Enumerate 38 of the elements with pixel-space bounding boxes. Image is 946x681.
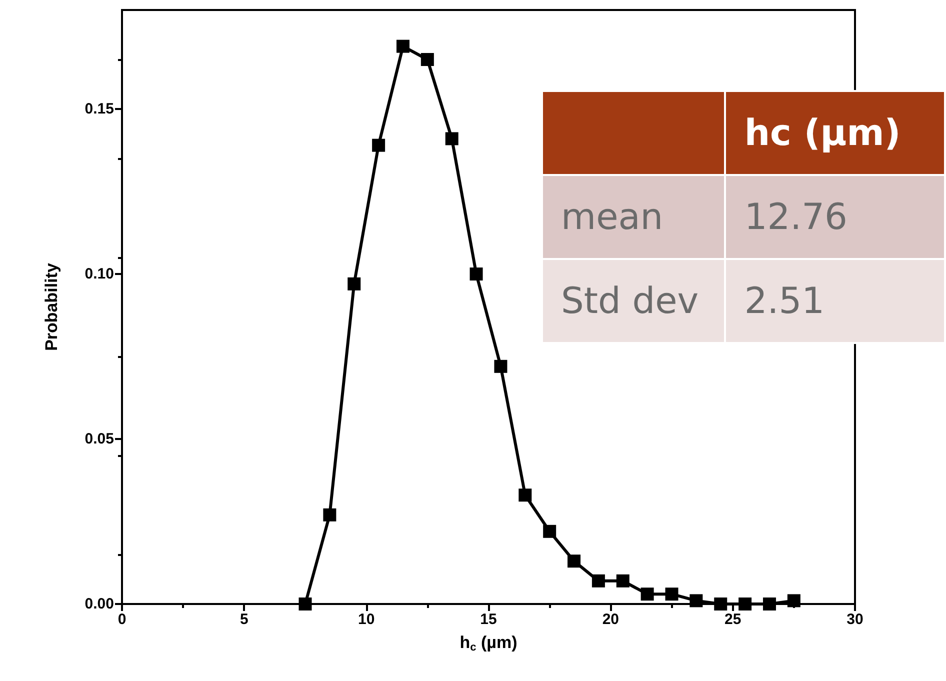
- x-tick-label: 30: [846, 611, 864, 628]
- point: [494, 360, 508, 373]
- point: [665, 588, 678, 601]
- x-tick-label: 25: [724, 611, 742, 628]
- x-tick-label: 15: [480, 611, 497, 628]
- point: [348, 277, 361, 290]
- point: [298, 598, 312, 610]
- point: [787, 594, 800, 608]
- annotation: 12.76: [725, 175, 945, 259]
- point: [543, 524, 556, 538]
- point: [445, 132, 458, 146]
- point: [470, 268, 483, 280]
- annotation: 2.51: [725, 259, 945, 343]
- y-tick-label: 0.00: [84, 596, 114, 612]
- point: [738, 598, 752, 610]
- x-tick-label: 10: [358, 611, 375, 628]
- point: [714, 598, 728, 610]
- annotation: mean: [542, 175, 726, 259]
- point: [592, 574, 605, 588]
- annotation: Std dev: [542, 259, 726, 343]
- point: [323, 508, 336, 522]
- point: [518, 488, 532, 502]
- y-tick-label: 0.05: [84, 430, 114, 448]
- point: [396, 40, 410, 53]
- y-tick-label: 0.15: [84, 100, 114, 118]
- y-axis-title: Probability: [42, 262, 61, 351]
- point: [640, 588, 654, 601]
- point: [420, 53, 434, 66]
- point: [568, 554, 581, 568]
- x-tick-label: 0: [118, 611, 126, 628]
- x-tick-label: 20: [602, 611, 620, 628]
- point: [762, 598, 776, 610]
- point: [616, 574, 630, 588]
- point: [690, 594, 703, 608]
- annotation: hc (µm): [725, 91, 945, 175]
- x-tick-label: 5: [240, 611, 248, 628]
- y-tick-label: 0.10: [84, 266, 114, 282]
- point: [372, 138, 386, 152]
